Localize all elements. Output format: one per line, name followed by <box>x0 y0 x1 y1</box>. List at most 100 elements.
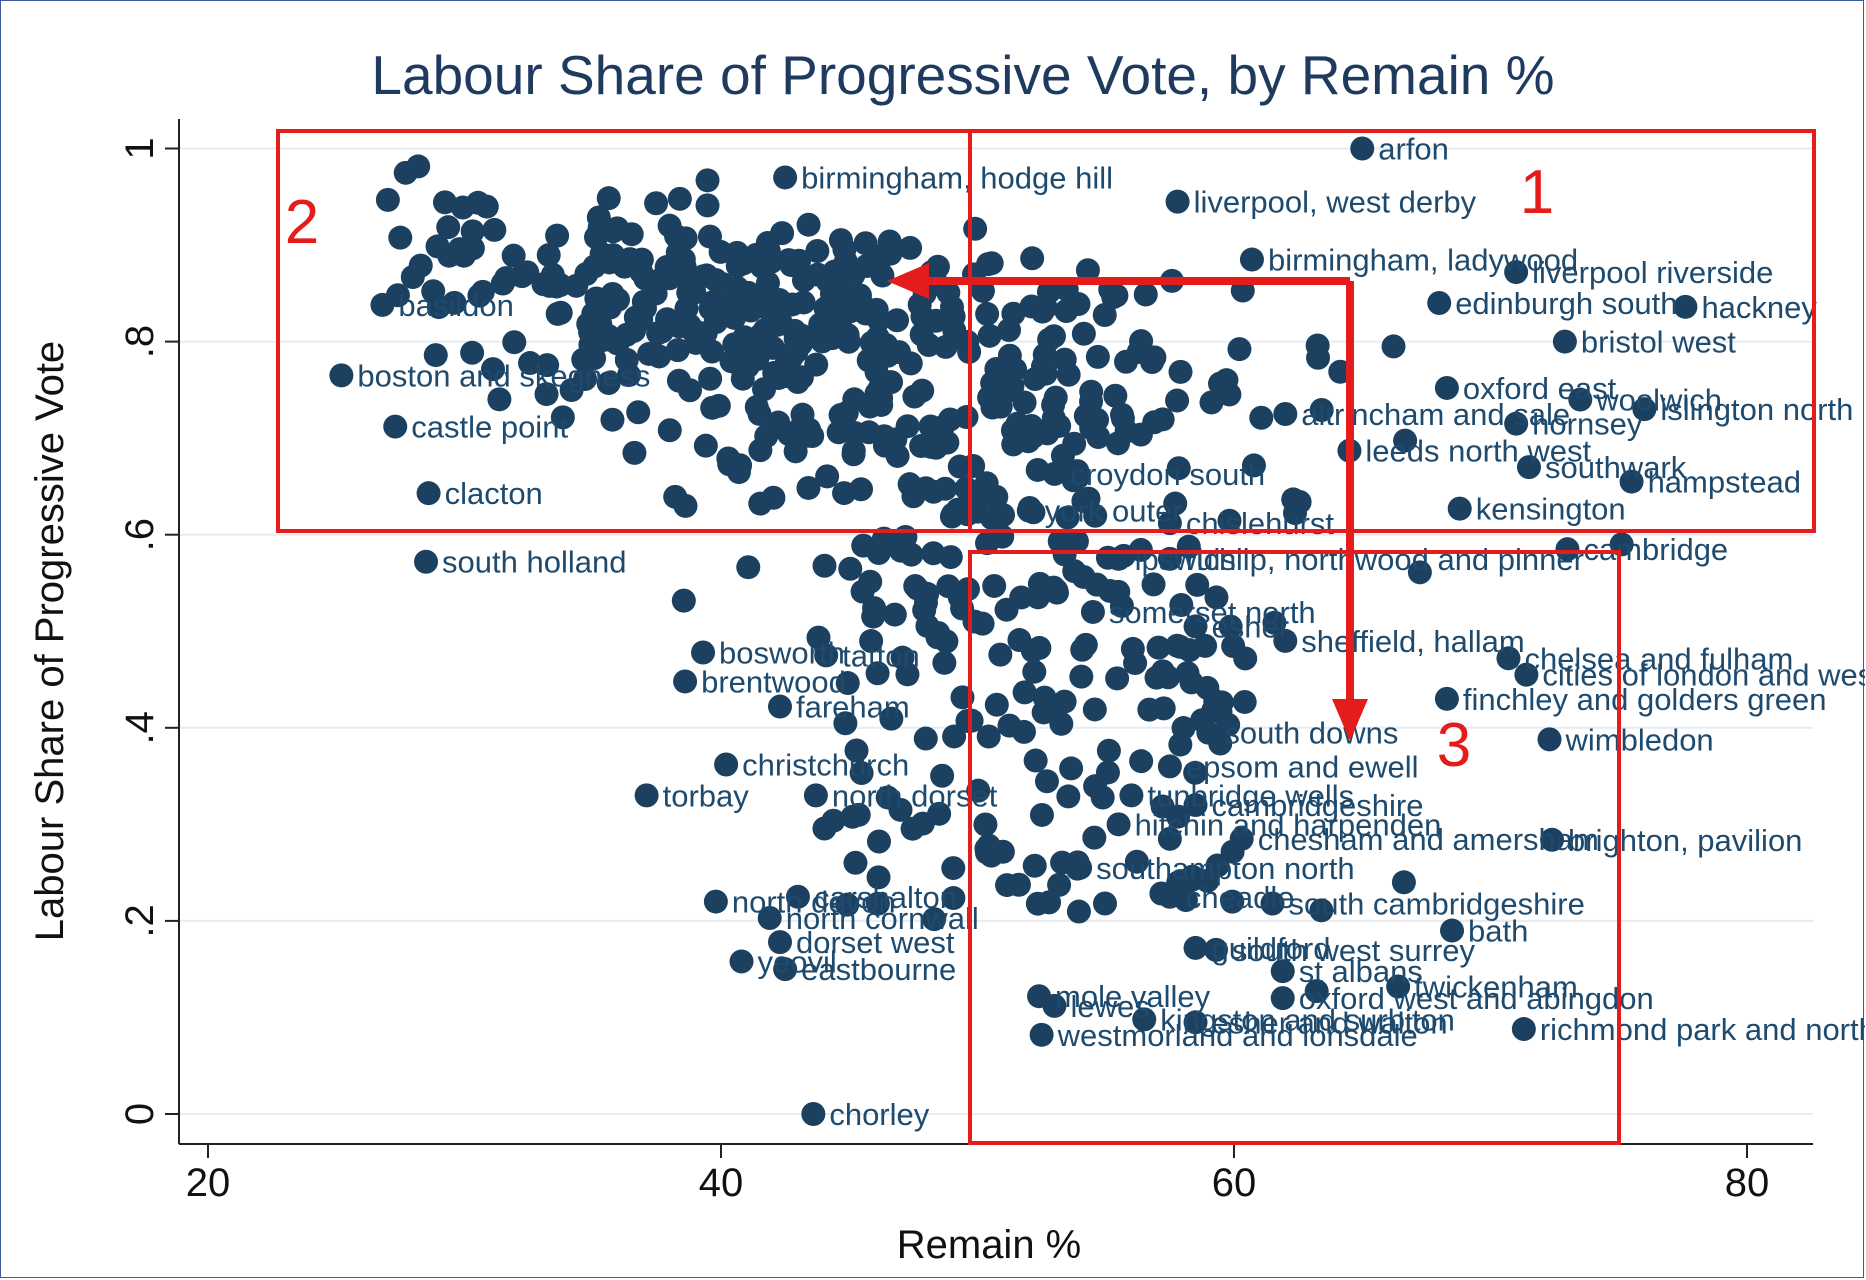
data-point <box>693 433 718 458</box>
data-point <box>416 481 441 506</box>
point-label: north dorset <box>832 778 998 813</box>
data-point <box>773 957 798 982</box>
data-point <box>1168 634 1193 659</box>
data-point <box>667 186 692 211</box>
point-label: somerset north <box>1109 595 1316 630</box>
data-point <box>932 650 957 675</box>
data-point <box>601 219 626 244</box>
data-point <box>961 454 986 479</box>
plot-background <box>179 119 1813 1144</box>
data-point <box>1030 354 1055 379</box>
data-point <box>1026 585 1051 610</box>
x-tick-label: 40 <box>699 1161 744 1205</box>
chart-title: Labour Share of Progressive Vote, by Rem… <box>371 44 1554 106</box>
data-point <box>918 434 943 459</box>
data-point <box>1075 258 1100 283</box>
data-point <box>1209 690 1234 715</box>
data-point <box>1042 993 1067 1018</box>
data-point <box>986 390 1011 415</box>
point-label: castle point <box>411 410 568 445</box>
point-label: kensington <box>1476 492 1626 527</box>
data-point <box>1029 1022 1054 1047</box>
data-point <box>535 353 560 378</box>
data-point <box>1055 505 1080 530</box>
data-point <box>915 613 940 638</box>
point-label: oxford west and abingdon <box>1299 981 1654 1016</box>
data-point <box>1001 432 1026 457</box>
data-point <box>1304 979 1329 1004</box>
data-point <box>467 283 492 308</box>
point-label: south cambridgeshire <box>1288 887 1584 922</box>
data-point <box>815 464 840 489</box>
region-box-3 <box>968 550 1621 1145</box>
data-point <box>835 892 860 917</box>
data-point <box>982 573 1007 598</box>
data-point <box>490 271 515 296</box>
data-point <box>907 292 932 317</box>
data-point <box>1260 891 1285 916</box>
data-point <box>1381 334 1406 359</box>
data-point <box>1066 899 1091 924</box>
data-point <box>1073 403 1098 428</box>
data-point <box>425 234 450 259</box>
data-point <box>1306 345 1331 370</box>
data-point <box>1029 802 1054 827</box>
data-point <box>1105 431 1130 456</box>
data-point <box>1095 760 1120 785</box>
data-point <box>600 407 625 432</box>
data-point <box>863 252 888 277</box>
data-point <box>821 808 846 833</box>
data-point <box>1101 285 1126 310</box>
data-point <box>1090 785 1115 810</box>
data-point <box>747 401 772 426</box>
point-label: islington north <box>1660 392 1853 427</box>
point-label: oxford east <box>1463 371 1617 406</box>
point-label: lewes <box>1070 989 1149 1024</box>
data-point <box>1041 392 1066 417</box>
data-point <box>698 366 723 391</box>
data-point <box>1217 508 1242 533</box>
x-tick-label: 80 <box>1725 1161 1770 1205</box>
data-point <box>1227 337 1252 362</box>
data-point <box>826 275 851 300</box>
data-point <box>828 228 853 253</box>
data-point <box>866 829 891 854</box>
data-point <box>1047 872 1072 897</box>
data-point <box>1141 572 1166 597</box>
data-point <box>725 240 750 265</box>
arrow-left-head <box>887 263 929 299</box>
data-point <box>984 692 1009 717</box>
data-point <box>451 243 476 268</box>
data-point <box>1552 329 1577 354</box>
data-point <box>1309 898 1334 923</box>
data-point <box>1129 329 1154 354</box>
data-point <box>1056 784 1081 809</box>
point-label: st albans <box>1299 954 1423 989</box>
data-point <box>1137 697 1162 722</box>
x-axis-label: Remain % <box>897 1223 1082 1267</box>
data-point <box>1036 279 1061 304</box>
point-label: esher and walton <box>1212 1005 1448 1040</box>
point-label: southampton north <box>1096 851 1355 886</box>
data-point <box>1041 324 1066 349</box>
data-point <box>1146 635 1171 660</box>
data-point <box>1183 1010 1208 1035</box>
data-point <box>600 282 625 307</box>
data-point <box>1092 302 1117 327</box>
point-label: woolwich <box>1595 383 1722 418</box>
data-point <box>695 193 720 218</box>
point-label: christchurch <box>742 747 909 782</box>
data-point <box>671 247 696 272</box>
data-point <box>1070 637 1095 662</box>
data-point <box>790 323 815 348</box>
data-point <box>895 414 920 439</box>
data-point <box>913 590 938 615</box>
data-point <box>1262 610 1287 635</box>
data-point <box>1103 383 1128 408</box>
point-label: brentwood <box>701 664 846 699</box>
data-point <box>1619 469 1644 494</box>
point-label: carshalton <box>814 880 957 915</box>
data-point <box>699 339 724 364</box>
data-point <box>814 643 839 668</box>
data-point <box>1106 812 1131 837</box>
